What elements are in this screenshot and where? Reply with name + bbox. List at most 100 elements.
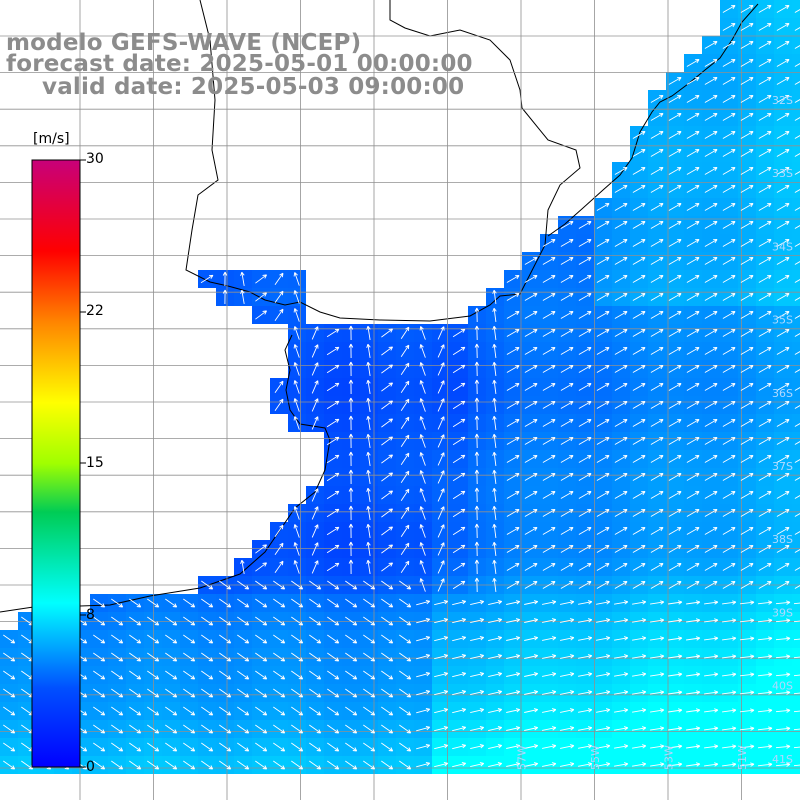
wind-arrow [794, 549, 800, 553]
wind-arrow [311, 398, 319, 412]
wind-arrow [776, 221, 790, 229]
wind-arrow [309, 598, 322, 608]
wind-arrow [474, 541, 480, 557]
wind-arrow [578, 600, 593, 605]
wind-arrow [722, 527, 736, 535]
wind-arrow [327, 742, 340, 752]
wind-arrow [348, 523, 354, 539]
wind-arrow [722, 149, 736, 157]
wind-arrow [722, 509, 736, 517]
wind-arrow [474, 559, 480, 575]
wind-arrow [668, 329, 682, 337]
wind-speed-cell [792, 216, 800, 234]
wind-arrow [399, 670, 412, 680]
wind-arrow [614, 311, 628, 319]
wind-arrow [111, 742, 124, 752]
wind-arrow [704, 762, 719, 767]
wind-arrow [794, 45, 800, 49]
wind-arrow [542, 509, 556, 517]
wind-arrow [668, 744, 683, 749]
wind-arrow [686, 437, 700, 445]
wind-arrow [452, 743, 467, 750]
wind-arrow [488, 600, 503, 606]
wind-speed-cell [792, 432, 800, 450]
wind-arrow [506, 329, 520, 337]
wind-arrow [452, 707, 467, 714]
wind-arrow [614, 563, 628, 571]
wind-arrow [614, 726, 629, 731]
wind-arrow [237, 598, 250, 608]
wind-speed-cell [792, 0, 800, 18]
wind-arrow [363, 724, 376, 734]
wind-arrow [704, 545, 718, 553]
wind-arrow [793, 692, 800, 695]
wind-arrow [381, 562, 394, 572]
wind-arrow [776, 563, 790, 571]
wind-arrow [560, 455, 574, 463]
wind-arrow [419, 488, 426, 502]
wind-arrow [650, 509, 664, 517]
wind-arrow [758, 149, 772, 157]
wind-arrow [327, 760, 340, 770]
wind-arrow [739, 600, 755, 605]
wind-arrow [722, 221, 736, 229]
wind-arrow [794, 207, 800, 211]
wind-arrow [474, 361, 480, 377]
wind-arrow [474, 325, 480, 341]
wind-arrow [722, 618, 737, 623]
wind-arrow [309, 634, 322, 644]
wind-arrow [293, 308, 300, 322]
wind-speed-cell [792, 756, 800, 774]
wind-arrow [704, 473, 718, 481]
wind-arrow [776, 77, 790, 85]
wind-arrow [273, 724, 286, 734]
wind-arrow [560, 618, 575, 623]
wind-arrow [578, 545, 592, 553]
wind-arrow [596, 527, 610, 535]
wind-arrow [419, 326, 426, 340]
wind-arrow [668, 347, 682, 355]
wind-arrow [650, 149, 664, 157]
wind-arrow [632, 131, 646, 139]
wind-arrow [237, 670, 250, 680]
wind-arrow [794, 477, 800, 481]
wind-arrow [93, 670, 106, 680]
wind-arrow [757, 762, 773, 767]
wind-arrow [470, 653, 485, 660]
wind-arrow [147, 652, 160, 662]
wind-arrow [524, 600, 539, 605]
wind-arrow [686, 708, 701, 713]
wind-arrow [686, 636, 701, 641]
wind-arrow [381, 544, 394, 554]
wind-arrow [524, 726, 539, 731]
wind-arrow [740, 365, 754, 373]
wind-arrow [452, 599, 467, 606]
wind-arrow [578, 221, 592, 229]
wind-arrow [704, 726, 719, 731]
wind-arrow [650, 419, 664, 427]
wind-arrow [614, 203, 628, 211]
wind-arrow [437, 578, 445, 592]
wind-arrow [704, 600, 719, 605]
wind-arrow [400, 470, 410, 484]
wind-arrow [560, 509, 574, 517]
wind-arrow [474, 307, 480, 323]
wind-arrow [219, 598, 232, 608]
wind-arrow [366, 505, 371, 520]
wind-arrow [111, 616, 124, 626]
wind-arrow [632, 311, 646, 319]
wind-arrow [542, 726, 557, 731]
wind-arrow [381, 670, 394, 680]
wind-arrow [437, 524, 445, 538]
wind-arrow [650, 365, 664, 373]
wind-speed-cell [792, 126, 800, 144]
wind-arrow [740, 563, 754, 571]
wind-arrow [363, 598, 376, 608]
wind-arrow [775, 744, 791, 749]
wind-arrow [632, 365, 646, 373]
wind-arrow [794, 99, 800, 103]
wind-arrow [614, 437, 628, 445]
wind-arrow [668, 762, 683, 767]
wind-arrow [381, 382, 394, 392]
wind-arrow [111, 598, 124, 608]
